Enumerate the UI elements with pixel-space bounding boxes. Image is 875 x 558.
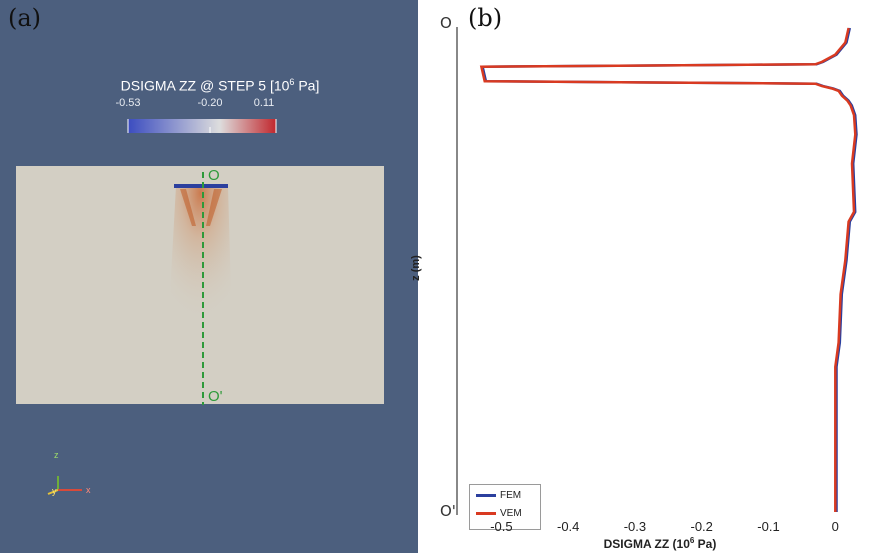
axes-triad: z y x <box>47 450 91 496</box>
colorbar-tick-max: 0.11 <box>253 97 275 109</box>
series-layer <box>479 27 858 512</box>
triad-y-label: y <box>52 486 57 496</box>
colorbar-title: DSIGMA ZZ @ STEP 5 [106 Pa] <box>120 77 320 94</box>
x-tick-label: 0 <box>831 519 839 534</box>
legend-label-fem: FEM <box>500 490 522 501</box>
colorbar-tick-min: -0.53 <box>115 97 141 109</box>
x-axis-label: DSIGMA ZZ (106 Pa) <box>603 536 717 551</box>
profile-start-label: O <box>208 167 220 184</box>
legend-swatch-vem <box>476 512 496 515</box>
legend-swatch-fem <box>476 494 496 497</box>
profile-chart-panel <box>418 0 875 553</box>
colorbar <box>128 119 276 133</box>
plume-arm-right <box>206 189 222 226</box>
profile-end-label: O' <box>208 388 223 405</box>
x-tick-label: -0.2 <box>690 519 713 534</box>
series-line-fem <box>481 27 858 512</box>
panel-a-label: (a) <box>8 4 42 32</box>
series-line-vem <box>479 27 857 512</box>
contour-plot-canvas: z y x O O' <box>0 0 418 553</box>
panel-b-label: (b) <box>468 4 503 32</box>
triad-z-label: z <box>54 450 59 460</box>
colorbar-tick-mid: -0.20 <box>197 97 223 109</box>
legend-item-fem: FEM <box>476 490 521 501</box>
chart-legend: FEM VEM <box>469 484 541 530</box>
profile-chart <box>456 27 858 515</box>
triad-x-label: x <box>86 485 91 495</box>
point-label-o-prime: O' <box>440 502 456 520</box>
colorbar-ticks <box>127 119 277 133</box>
legend-item-vem: VEM <box>476 508 522 519</box>
stress-plume <box>168 186 232 330</box>
point-label-o: O <box>440 14 452 32</box>
x-tick-label: -0.1 <box>757 519 780 534</box>
x-tick-label: -0.5 <box>490 519 513 534</box>
legend-label-vem: VEM <box>500 508 522 519</box>
x-tick-label: -0.4 <box>556 519 580 534</box>
x-tick-label: -0.3 <box>623 519 647 534</box>
contour-plot-panel: z y x O O' <box>0 0 418 553</box>
plume-arm-left <box>180 189 196 226</box>
y-axis-label: z (m) <box>409 255 422 281</box>
